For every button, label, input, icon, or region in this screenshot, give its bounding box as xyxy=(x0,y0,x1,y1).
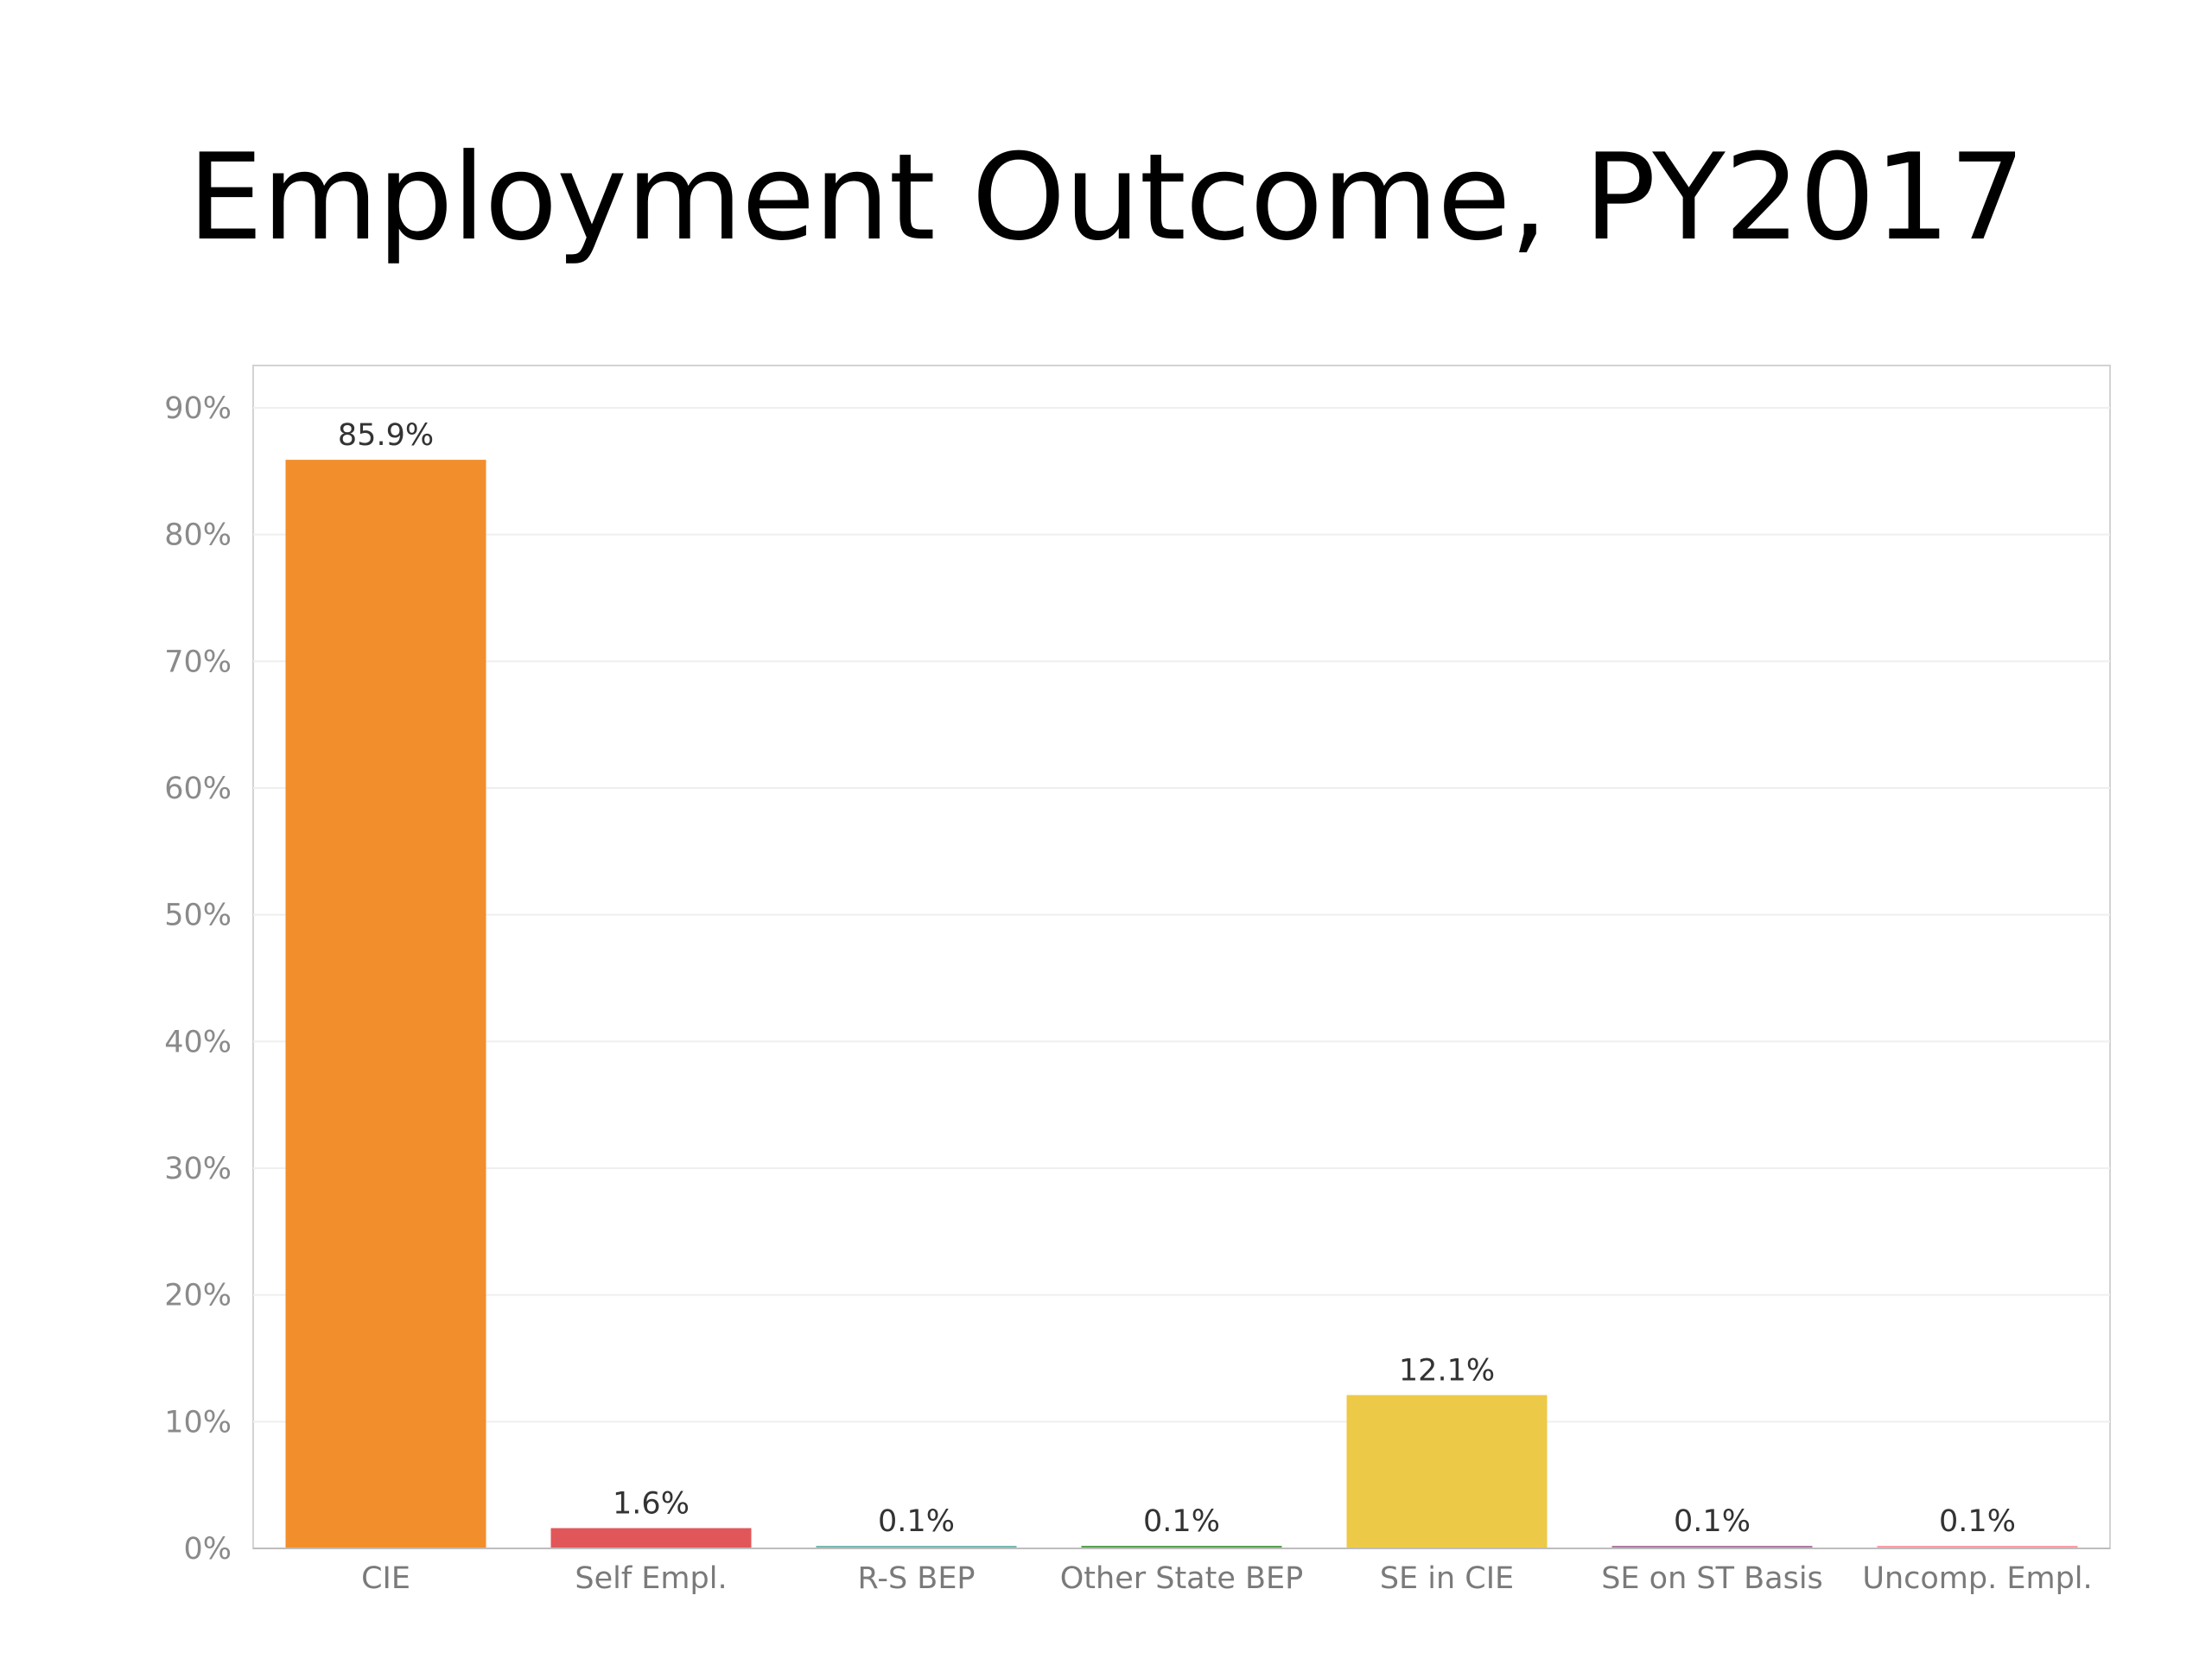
x-category-label: R-S BEP xyxy=(857,1561,975,1596)
bar-3 xyxy=(816,1546,1017,1548)
data-labels: 85.9% 1.6% 0.1% 0.1% 12.1% 0.1% 0.1% xyxy=(338,418,2016,1539)
x-category-label: Uncomp. Empl. xyxy=(1862,1561,2092,1596)
data-label: 0.1% xyxy=(1939,1504,2016,1539)
x-category-label: CIE xyxy=(361,1561,410,1596)
bar-6 xyxy=(1611,1546,1813,1548)
bar-2 xyxy=(550,1528,752,1548)
y-tick-label: 10% xyxy=(164,1405,232,1440)
y-tick-label: 40% xyxy=(164,1025,232,1059)
data-label: 0.1% xyxy=(878,1504,955,1539)
data-label: 0.1% xyxy=(1143,1504,1220,1539)
y-tick-label: 0% xyxy=(183,1532,232,1567)
y-tick-label: 30% xyxy=(164,1152,232,1186)
bars xyxy=(285,460,2078,1549)
data-label: 1.6% xyxy=(613,1487,690,1522)
y-tick-label: 90% xyxy=(164,391,232,426)
y-axis-ticks: 0% 10% 20% 30% 40% 50% 60% 70% 80% 90% xyxy=(164,391,232,1567)
data-label: 12.1% xyxy=(1399,1354,1495,1389)
x-category-label: Self Empl. xyxy=(575,1561,727,1596)
x-category-label: Other State BEP xyxy=(1060,1561,1304,1596)
bar-1 xyxy=(285,460,486,1549)
y-tick-label: 80% xyxy=(164,518,232,553)
y-tick-label: 70% xyxy=(164,645,232,679)
bar-5 xyxy=(1346,1395,1548,1548)
bar-7 xyxy=(1877,1546,2078,1548)
gridlines xyxy=(253,407,2110,1423)
y-tick-label: 60% xyxy=(164,772,232,806)
y-tick-label: 20% xyxy=(164,1279,232,1313)
x-axis-labels: CIE Self Empl. R-S BEP Other State BEP SE in… xyxy=(361,1561,2093,1596)
bar-4 xyxy=(1081,1546,1282,1548)
x-category-label: SE on ST Basis xyxy=(1601,1561,1823,1596)
plot-frame xyxy=(252,365,2111,1549)
x-category-label: SE in CIE xyxy=(1380,1561,1514,1596)
data-label: 85.9% xyxy=(338,418,434,453)
data-label: 0.1% xyxy=(1674,1504,1751,1539)
slide-title: Employment Outcome, PY2017 xyxy=(188,128,2025,267)
y-tick-label: 50% xyxy=(164,899,232,933)
